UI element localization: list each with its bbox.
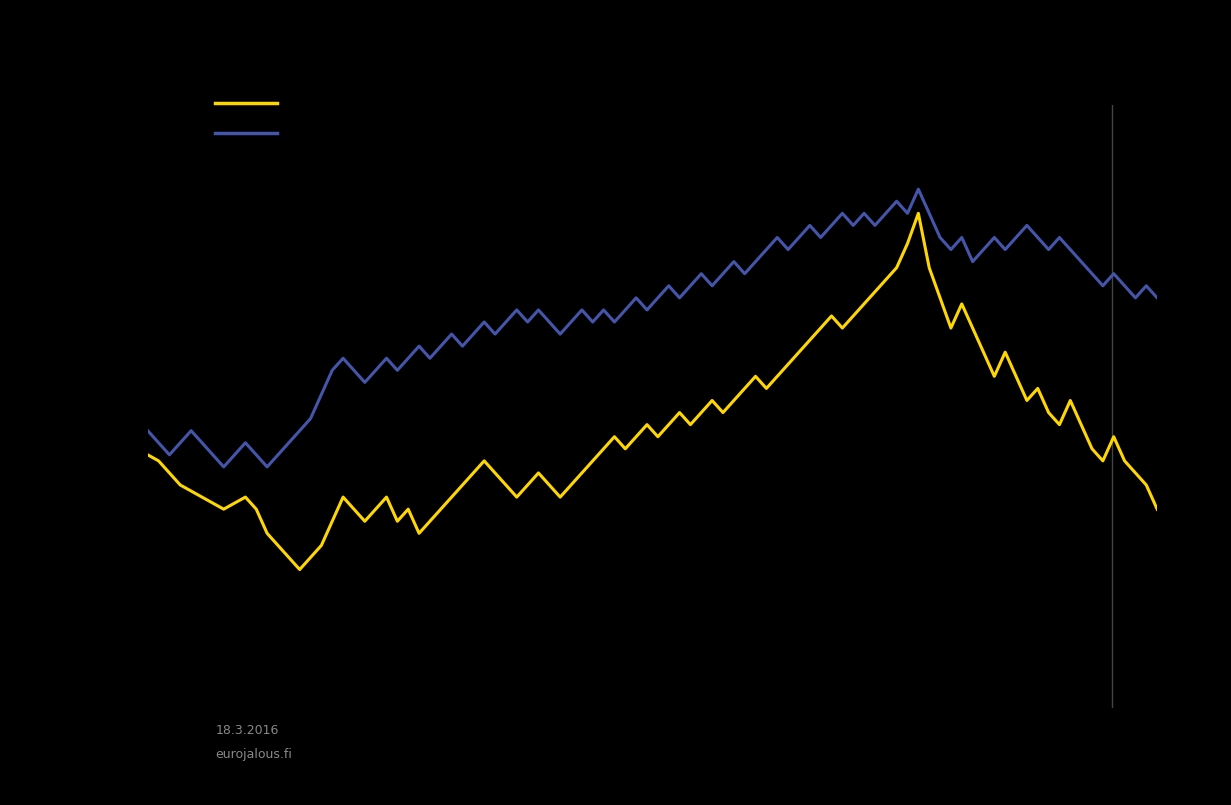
Text: eurojalous.fi: eurojalous.fi — [215, 748, 292, 761]
Text: 18.3.2016: 18.3.2016 — [215, 724, 278, 737]
